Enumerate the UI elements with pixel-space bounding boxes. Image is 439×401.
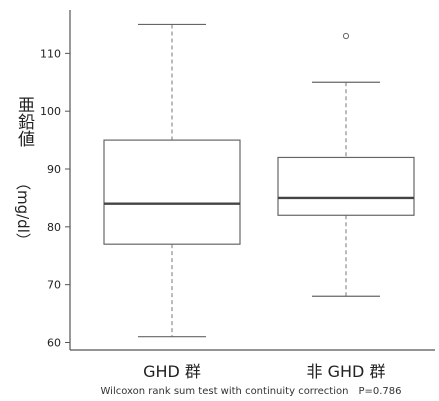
box-2-outlier-1 [342, 32, 350, 40]
y-axis-label: 亜鉛値 （mg/dl） [10, 96, 36, 266]
y-tick-label-90: 90 [47, 163, 61, 176]
y-axis-label-text: 亜鉛値 [14, 96, 34, 147]
y-axis-label-unit: （mg/dl） [14, 174, 32, 248]
statistical-test-footnote: Wilcoxon rank sum test with continuity c… [100, 386, 402, 397]
box-1-iqr-rect [103, 139, 241, 245]
y-tick-label-80: 80 [47, 221, 61, 234]
x-category-label-2: 非 GHD 群 [307, 362, 386, 381]
y-tick-label-110: 110 [40, 47, 61, 60]
y-tick-label-60: 60 [47, 336, 61, 349]
y-tick-label-70: 70 [47, 279, 61, 292]
box-2-iqr-rect [277, 156, 415, 216]
x-category-label-1: GHD 群 [143, 362, 201, 381]
y-tick-label-100: 100 [40, 105, 61, 118]
